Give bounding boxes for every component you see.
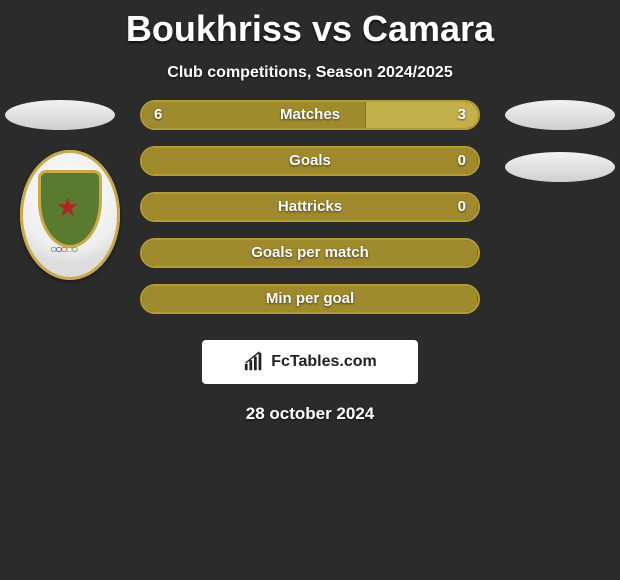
bar-label: Hattricks — [142, 194, 478, 220]
page-title: Boukhriss vs Camara — [0, 0, 620, 50]
stat-bar-row: Min per goal — [140, 284, 480, 314]
comparison-stage: ★ ○○○○○ 6Matches3Goals0Hattricks0Goals p… — [0, 106, 620, 336]
bar-label: Matches — [142, 102, 478, 128]
stat-bar-row: Hattricks0 — [140, 192, 480, 222]
bar-value-right: 0 — [458, 148, 466, 174]
player-right-shadow-2 — [505, 152, 615, 182]
subtitle: Club competitions, Season 2024/2025 — [0, 64, 620, 82]
bar-label: Goals per match — [142, 240, 478, 266]
player-left-shadow — [5, 100, 115, 130]
date-text: 28 october 2024 — [0, 404, 620, 424]
bar-value-right: 0 — [458, 194, 466, 220]
bar-value-right: 3 — [458, 102, 466, 128]
stat-bar-row: 6Matches3 — [140, 100, 480, 130]
stat-bar-row: Goals0 — [140, 146, 480, 176]
branding-box[interactable]: FcTables.com — [202, 340, 418, 384]
stat-bars: 6Matches3Goals0Hattricks0Goals per match… — [140, 100, 480, 330]
bar-label: Goals — [142, 148, 478, 174]
club-crest-left: ★ ○○○○○ — [20, 150, 120, 280]
chart-icon — [243, 351, 265, 373]
stat-bar-row: Goals per match — [140, 238, 480, 268]
player-right-shadow-1 — [505, 100, 615, 130]
crest-rings-icon: ○○○○○ — [50, 242, 76, 256]
branding-text: FcTables.com — [271, 353, 377, 371]
crest-star-icon: ★ — [56, 194, 84, 222]
bar-label: Min per goal — [142, 286, 478, 312]
